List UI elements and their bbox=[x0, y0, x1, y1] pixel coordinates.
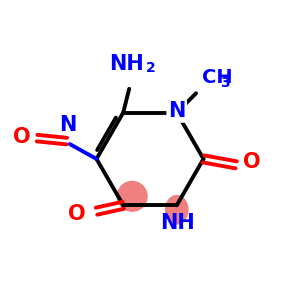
Text: O: O bbox=[13, 127, 31, 147]
Circle shape bbox=[117, 182, 147, 211]
Text: O: O bbox=[243, 152, 260, 172]
Text: N: N bbox=[168, 101, 185, 121]
Text: CH: CH bbox=[202, 68, 232, 87]
Text: 3: 3 bbox=[220, 76, 230, 90]
Ellipse shape bbox=[166, 196, 188, 224]
Text: N: N bbox=[59, 115, 76, 134]
Text: 2: 2 bbox=[146, 61, 155, 75]
Text: NH: NH bbox=[109, 54, 144, 74]
Text: NH: NH bbox=[160, 213, 195, 233]
Text: O: O bbox=[68, 204, 86, 224]
